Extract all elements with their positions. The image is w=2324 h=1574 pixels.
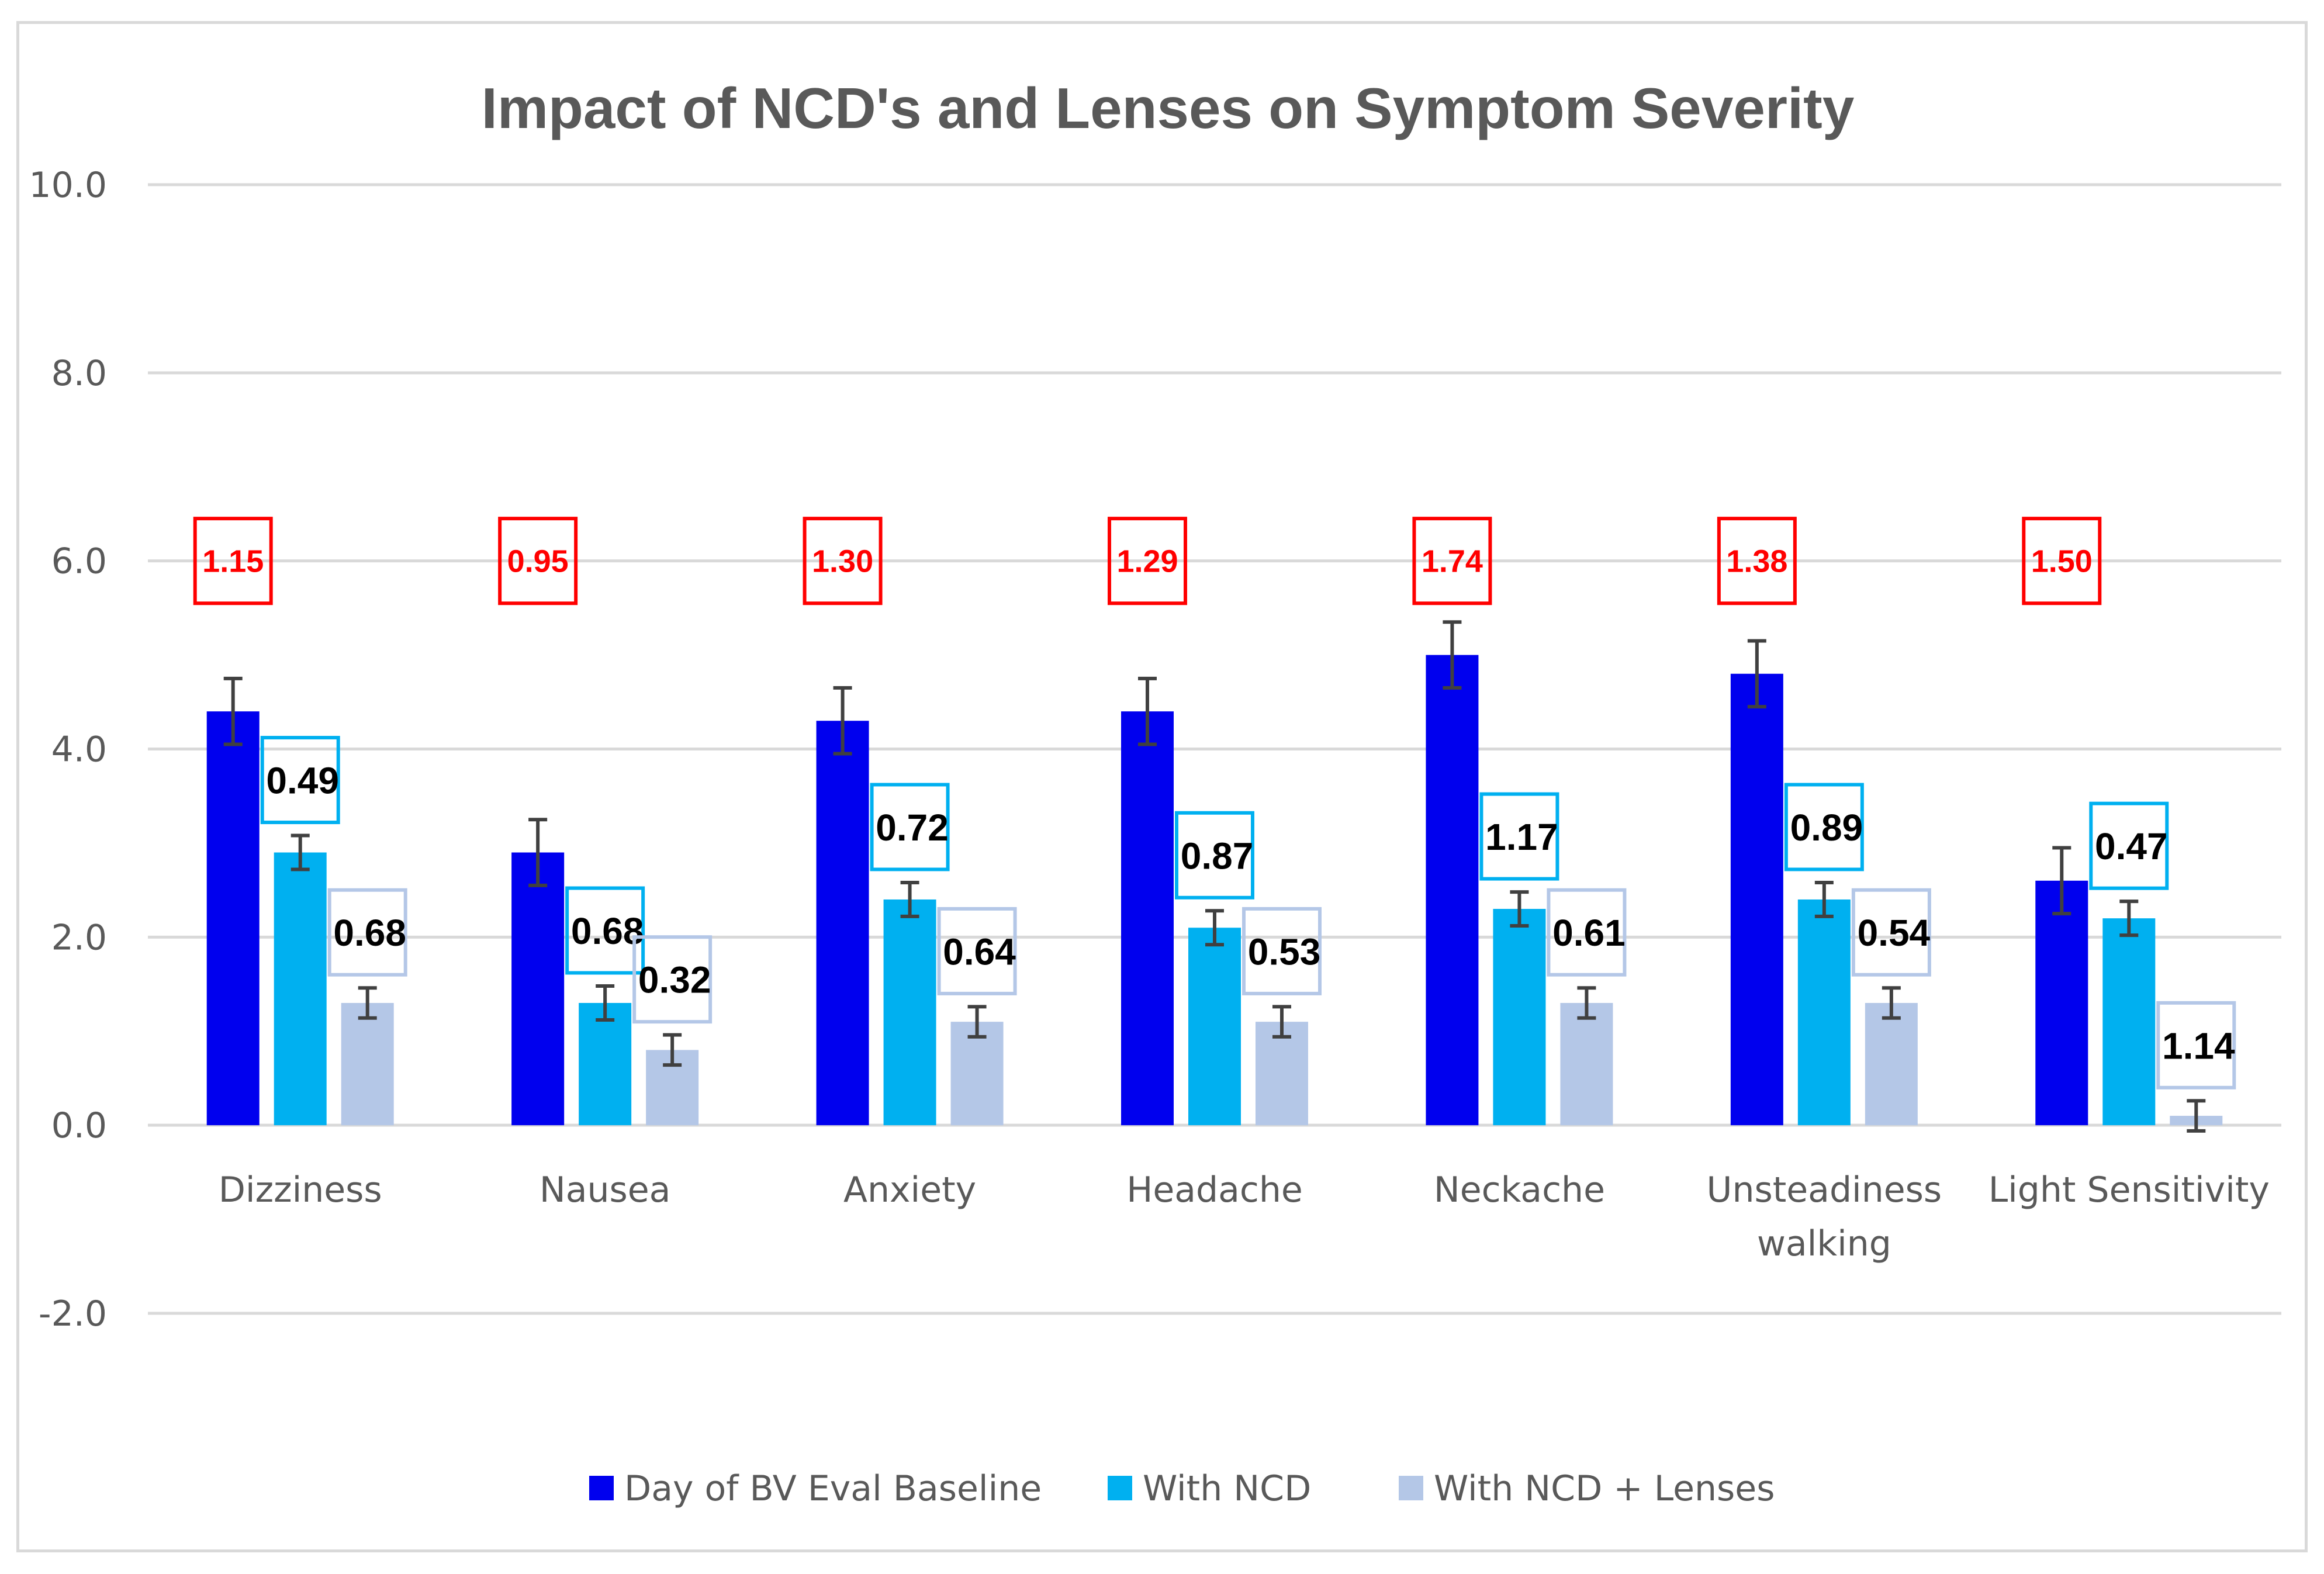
annotation-label: 1.74 bbox=[1422, 544, 1483, 579]
bar-2 bbox=[1493, 909, 1546, 1126]
legend-swatch bbox=[1108, 1476, 1132, 1500]
annotation-box bbox=[1851, 888, 1931, 977]
legend-swatch bbox=[1399, 1476, 1423, 1500]
annotation-label: 0.89 bbox=[1790, 807, 1863, 849]
bar-2 bbox=[579, 1002, 632, 1126]
bar-1 bbox=[816, 721, 869, 1126]
y-tick-label: 4.0 bbox=[51, 729, 107, 770]
bar-2 bbox=[883, 899, 936, 1126]
legend-label: With NCD bbox=[1143, 1468, 1311, 1509]
annotation-box bbox=[870, 783, 950, 871]
y-tick-label: 0.0 bbox=[51, 1105, 107, 1146]
annotation-box bbox=[1547, 888, 1627, 977]
annotation-label: 1.15 bbox=[202, 544, 264, 579]
category-label: Headache bbox=[1126, 1170, 1303, 1210]
legend: Day of BV Eval Baseline With NCD With NCD … bbox=[589, 1468, 1775, 1509]
y-tick-label: 8.0 bbox=[51, 353, 107, 394]
annotation-label: 0.49 bbox=[266, 760, 339, 802]
annotation-box bbox=[193, 517, 273, 606]
bar-1 bbox=[511, 852, 565, 1126]
gridlines bbox=[148, 183, 2281, 1315]
bar-1 bbox=[1730, 673, 1783, 1126]
bar-1 bbox=[1426, 655, 1479, 1126]
annotation-label: 0.54 bbox=[1858, 912, 1931, 954]
bar-3 bbox=[950, 1022, 1004, 1126]
y-tick-label: -2.0 bbox=[39, 1293, 107, 1334]
y-tick-label: 6.0 bbox=[51, 541, 107, 582]
annotation-label: 0.87 bbox=[1181, 835, 1254, 877]
annotation-box bbox=[632, 935, 713, 1024]
annotation-label: 0.68 bbox=[333, 912, 406, 954]
annotation-label: 1.14 bbox=[2162, 1025, 2235, 1067]
annotation-label: 0.72 bbox=[876, 807, 949, 849]
annotation-label: 1.17 bbox=[1485, 816, 1558, 858]
annotation-box bbox=[937, 907, 1017, 995]
error-bars bbox=[223, 620, 2206, 1133]
annotation-box bbox=[1717, 517, 1797, 606]
bar-3 bbox=[341, 1002, 394, 1126]
chart-title: Impact of NCD's and Lenses on Symptom Se… bbox=[482, 76, 1855, 140]
bar-2 bbox=[1797, 899, 1851, 1126]
annotation-box bbox=[565, 886, 645, 975]
category-label: walking bbox=[1757, 1223, 1891, 1264]
bars bbox=[206, 655, 2223, 1126]
annotation-label: 1.38 bbox=[1726, 544, 1787, 579]
annotations: 1.15 0.49 0.68 0.95 0.68 0.32 1.30 0.72 0.64 1.29… bbox=[193, 517, 2236, 1089]
bar-1 bbox=[1121, 711, 1174, 1126]
chart-frame: Impact of NCD's and Lenses on Symptom Se… bbox=[16, 21, 2308, 1552]
x-axis-categories: Dizziness Nausea Anxiety Headache Neckache Un… bbox=[219, 1170, 2270, 1264]
annotation-box bbox=[1242, 907, 1322, 995]
bar-1 bbox=[206, 711, 260, 1126]
annotation-box bbox=[1412, 517, 1492, 606]
category-label: Neckache bbox=[1434, 1170, 1605, 1210]
bar-chart: Impact of NCD's and Lenses on Symptom Se… bbox=[29, 76, 2281, 1509]
annotation-box bbox=[2022, 517, 2102, 606]
annotation-label: 0.64 bbox=[943, 930, 1016, 973]
annotation-box bbox=[327, 888, 407, 977]
bar-2 bbox=[2102, 918, 2156, 1126]
annotation-box bbox=[1479, 792, 1559, 881]
category-label: Dizziness bbox=[219, 1170, 382, 1210]
category-label: Light Sensitivity bbox=[1988, 1170, 2270, 1210]
annotation-box bbox=[1784, 783, 1864, 871]
bar-1 bbox=[2035, 880, 2088, 1126]
bar-3 bbox=[1865, 1002, 1918, 1126]
annotation-box bbox=[2156, 1001, 2236, 1089]
y-axis-ticks: -2.0 0.0 2.0 4.0 6.0 8.0 10.0 bbox=[29, 165, 107, 1334]
annotation-label: 0.47 bbox=[2095, 825, 2168, 867]
category-label: Nausea bbox=[540, 1170, 671, 1210]
bar-3 bbox=[1560, 1002, 1613, 1126]
annotation-label: 0.95 bbox=[507, 544, 569, 579]
legend-label: Day of BV Eval Baseline bbox=[624, 1468, 1042, 1509]
category-label: Anxiety bbox=[843, 1170, 976, 1210]
annotation-box bbox=[1175, 811, 1254, 900]
annotation-label: 1.30 bbox=[812, 544, 873, 579]
annotation-label: 0.32 bbox=[638, 959, 711, 1001]
bar-2 bbox=[1188, 928, 1241, 1126]
category-label: Unsteadiness bbox=[1707, 1170, 1942, 1210]
bar-2 bbox=[274, 852, 327, 1126]
annotation-label: 0.68 bbox=[571, 910, 644, 952]
annotation-label: 0.53 bbox=[1248, 930, 1321, 973]
annotation-label: 1.50 bbox=[2031, 544, 2093, 579]
legend-swatch bbox=[589, 1476, 614, 1500]
legend-label: With NCD + Lenses bbox=[1434, 1468, 1775, 1509]
annotation-box bbox=[803, 517, 883, 606]
bar-3 bbox=[1256, 1022, 1308, 1126]
annotation-box bbox=[2089, 801, 2169, 890]
y-tick-label: 2.0 bbox=[51, 917, 107, 958]
annotation-box bbox=[498, 517, 578, 606]
annotation-box bbox=[1108, 517, 1187, 606]
annotation-box bbox=[260, 736, 340, 825]
y-tick-label: 10.0 bbox=[29, 165, 107, 206]
annotation-label: 0.61 bbox=[1552, 912, 1626, 954]
annotation-label: 1.29 bbox=[1116, 544, 1178, 579]
